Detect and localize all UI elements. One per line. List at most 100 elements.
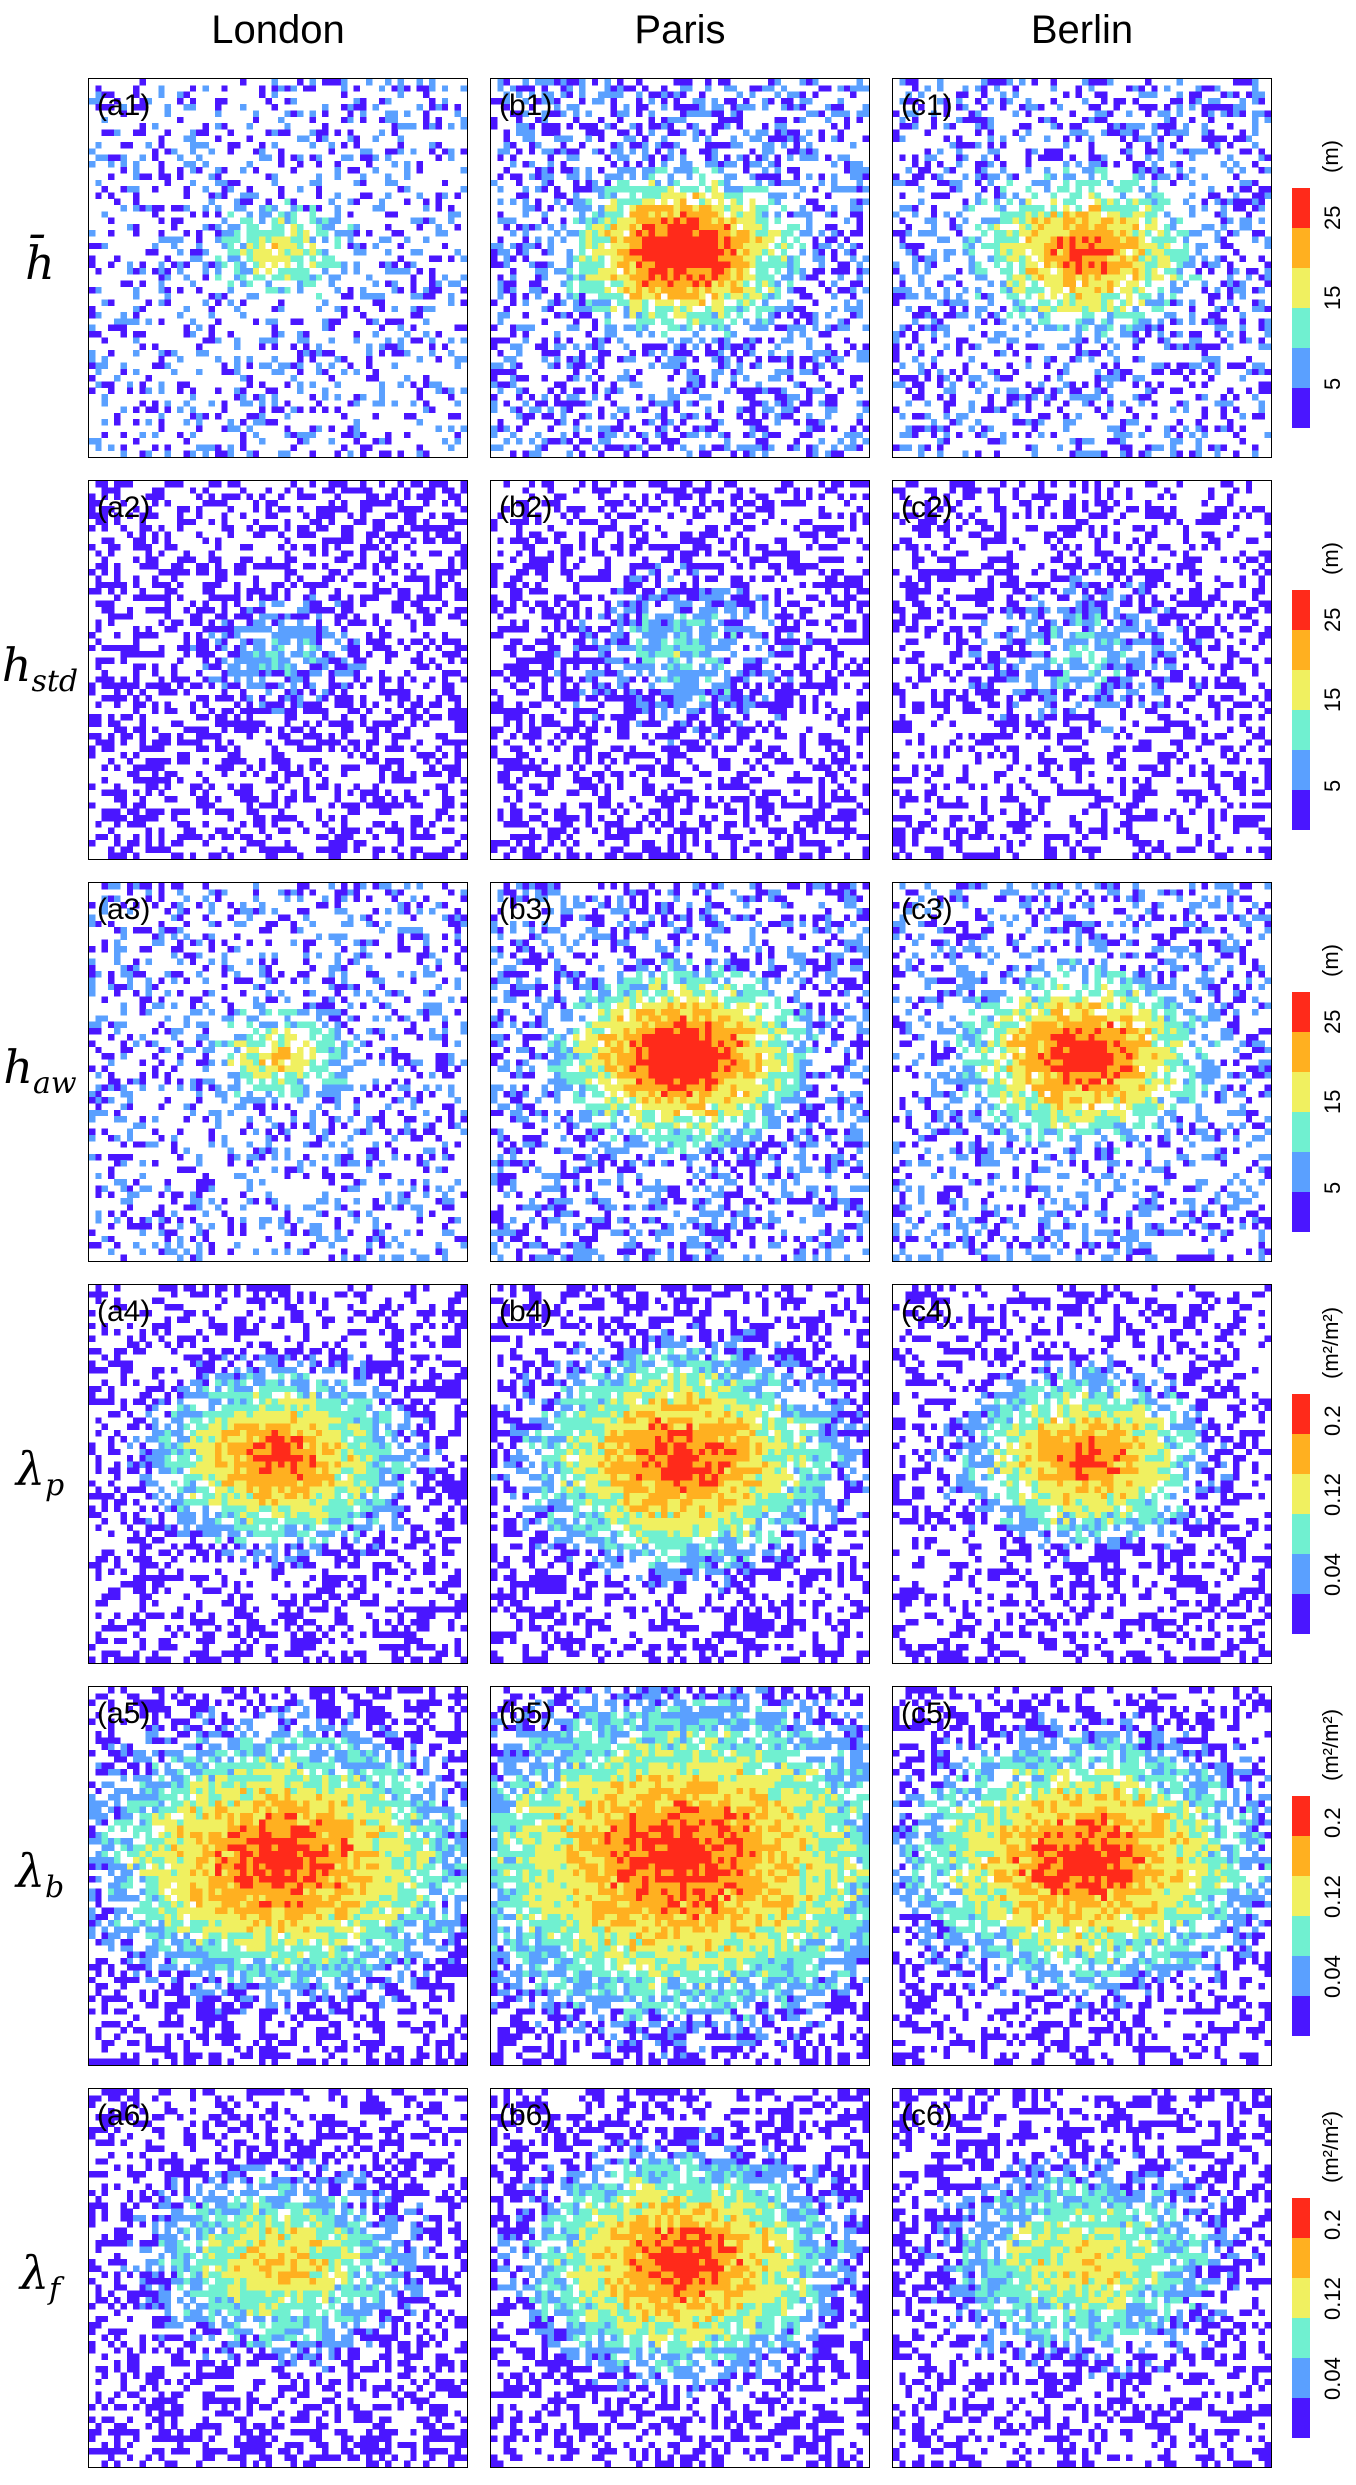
- heatmap-cell: [956, 293, 963, 300]
- heatmap-cell: [604, 337, 611, 344]
- heatmap-cell: [755, 230, 763, 237]
- heatmap-cell: [284, 525, 291, 532]
- heatmap-cell: [1012, 368, 1020, 376]
- heatmap-cell: [755, 179, 763, 187]
- heatmap-cell: [566, 261, 574, 269]
- heatmap-cell: [1182, 280, 1190, 288]
- heatmap-cell: [1151, 305, 1158, 313]
- heatmap-cell: [799, 293, 807, 300]
- heatmap-cell: [743, 419, 750, 426]
- heatmap-cell: [761, 274, 769, 281]
- heatmap-cell: [441, 85, 449, 92]
- heatmap-cell: [522, 412, 529, 420]
- heatmap-cell: [667, 274, 674, 281]
- heatmap-cell: [259, 236, 266, 243]
- heatmap-cell: [717, 299, 725, 306]
- heatmap-cell: [743, 337, 750, 344]
- heatmap-cell: [705, 160, 712, 168]
- heatmap-cell: [736, 110, 744, 117]
- heatmap-cell: [856, 223, 863, 231]
- heatmap-cell: [460, 356, 467, 363]
- heatmap-cell: [1056, 375, 1064, 382]
- heatmap-cell: [139, 518, 146, 526]
- heatmap-cell: [604, 438, 611, 445]
- heatmap-cell: [95, 268, 102, 275]
- heatmap-cell: [322, 135, 329, 143]
- column-title-london: London: [88, 8, 468, 53]
- heatmap-cell: [1088, 230, 1095, 237]
- heatmap-cell: [1252, 91, 1259, 99]
- heatmap-cell: [793, 444, 800, 451]
- heatmap-cell: [1126, 223, 1133, 231]
- heatmap-cell: [899, 431, 906, 439]
- heatmap-cell: [680, 299, 687, 306]
- heatmap-cell: [924, 167, 931, 174]
- heatmap-cell: [139, 280, 146, 288]
- heatmap-cell: [1208, 318, 1215, 325]
- heatmap-cell: [1170, 274, 1177, 281]
- heatmap-cell: [717, 116, 725, 124]
- heatmap-cell: [435, 356, 442, 363]
- heatmap-cell: [252, 499, 260, 507]
- heatmap-cell: [290, 236, 298, 243]
- heatmap-cell: [780, 337, 788, 344]
- heatmap-cell: [1214, 312, 1221, 319]
- heatmap-cell: [812, 249, 819, 256]
- heatmap-cell: [296, 110, 304, 117]
- heatmap-cell: [535, 142, 542, 149]
- heatmap-cell: [164, 255, 172, 262]
- heatmap-cell: [1088, 148, 1095, 155]
- heatmap-cell: [686, 381, 693, 388]
- heatmap-cell: [252, 450, 260, 457]
- heatmap-cell: [1233, 79, 1240, 86]
- heatmap-cell: [993, 148, 1001, 155]
- heatmap-cell: [711, 268, 718, 275]
- heatmap-cell: [252, 236, 260, 243]
- heatmap-cell: [768, 198, 775, 206]
- heatmap-cell: [850, 305, 857, 313]
- heatmap-cell: [246, 450, 253, 457]
- heatmap-cell: [724, 356, 731, 363]
- heatmap-cell: [968, 236, 976, 243]
- heatmap-cell: [145, 525, 153, 532]
- heatmap-cell: [215, 337, 222, 344]
- heatmap-cell: [617, 110, 624, 117]
- heatmap-cell: [761, 425, 769, 432]
- heatmap-cell: [284, 242, 291, 250]
- heatmap-cell: [1100, 343, 1108, 351]
- heatmap-cell: [560, 135, 567, 143]
- heatmap-cell: [435, 123, 442, 130]
- heatmap-cell: [1031, 148, 1039, 155]
- heatmap-cell: [604, 425, 611, 432]
- heatmap-cell: [227, 525, 235, 532]
- heatmap-cell: [1245, 274, 1253, 281]
- heatmap-cell: [265, 268, 272, 275]
- heatmap-cell: [799, 97, 807, 105]
- heatmap-cell: [937, 148, 944, 155]
- heatmap-cell: [981, 274, 988, 281]
- heatmap-cell: [347, 400, 354, 407]
- heatmap-cell: [648, 261, 655, 269]
- heatmap-cell: [372, 412, 379, 420]
- heatmap-cell: [598, 299, 605, 306]
- heatmap-cell: [730, 280, 737, 288]
- heatmap-cell: [1082, 268, 1089, 275]
- heatmap-cell: [1069, 293, 1076, 300]
- heatmap-cell: [717, 242, 725, 250]
- heatmap-cell: [585, 425, 592, 432]
- heatmap-cell: [572, 431, 580, 439]
- heatmap-cell: [1056, 211, 1064, 218]
- heatmap-cell: [334, 242, 342, 250]
- heatmap-cell: [1006, 173, 1013, 180]
- heatmap-cell: [170, 481, 178, 488]
- heatmap-cell: [152, 242, 159, 250]
- heatmap-cell: [736, 280, 744, 288]
- heatmap-cell: [692, 293, 700, 300]
- heatmap-cell: [435, 205, 442, 212]
- heatmap-cell: [497, 444, 504, 451]
- heatmap-cell: [1220, 406, 1228, 414]
- heatmap-cell: [120, 280, 127, 288]
- heatmap-cell: [541, 123, 548, 130]
- heatmap-cell: [95, 104, 102, 111]
- heatmap-cell: [598, 255, 605, 262]
